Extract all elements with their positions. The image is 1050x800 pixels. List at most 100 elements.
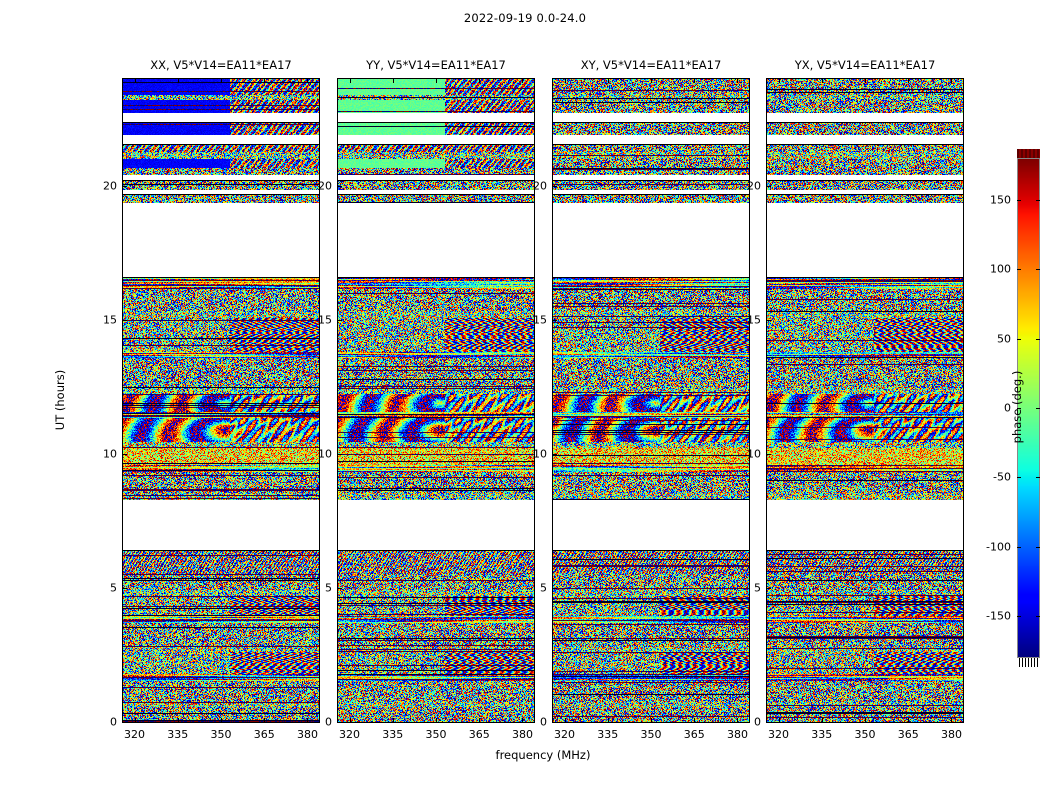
colorbar-tick-label: 50 [997,332,1011,346]
y-tick-mark [767,320,771,322]
x-tick-mark [134,79,136,83]
x-tick-label: 380 [726,728,748,741]
y-tick-mark [338,722,342,723]
x-tick-label: 380 [940,728,962,741]
colorbar-tick-label: -50 [993,470,1011,484]
x-axis-label: frequency (MHz) [495,748,591,762]
x-tick-label: 320 [768,728,790,741]
x-tick-mark [436,79,437,83]
colorbar-tick-mark [1017,477,1021,479]
y-tick-mark [123,588,127,590]
x-tick-mark [778,718,780,722]
x-tick-mark [694,718,696,722]
x-tick-label: 320 [554,728,576,741]
heatmap-panel-xx[interactable] [122,78,320,723]
panel-title-xy: XY, V5*V14=EA11*EA17 [580,58,722,72]
x-tick-mark [522,718,524,722]
y-tick-mark [553,454,557,456]
colorbar-tick-mark [1036,546,1040,548]
x-tick-label: 320 [124,728,146,741]
heatmap-panel-yx[interactable] [766,78,964,723]
x-tick-mark [651,718,652,722]
y-tick-mark [767,186,771,188]
x-tick-label: 350 [210,728,232,741]
y-tick-label: 5 [325,581,332,595]
y-tick-label: 15 [103,313,117,327]
x-tick-mark [479,79,481,83]
x-tick-mark [221,718,222,722]
x-tick-mark [264,79,266,83]
colorbar-tick-mark [1017,269,1021,271]
x-tick-mark [908,718,910,722]
y-tick-label: 20 [747,179,761,193]
colorbar-tick-mark [1017,616,1021,618]
x-tick-mark [951,79,953,83]
colorbar-tick-label: 100 [990,262,1011,276]
x-tick-mark [564,79,566,83]
panel-title-yx: YX, V5*V14=EA11*EA17 [794,58,936,72]
y-tick-mark [338,186,342,188]
x-tick-mark [951,718,953,722]
x-tick-mark [607,718,609,722]
colorbar-tick-label: 150 [990,193,1011,207]
x-tick-mark [908,79,910,83]
colorbar-tick-mark [1036,616,1040,618]
x-tick-mark [392,79,394,83]
heatmap-panel-yy[interactable] [337,78,535,723]
x-tick-label: 350 [640,728,662,741]
colorbar-tick-label: -100 [986,540,1011,554]
x-tick-label: 365 [253,728,275,741]
x-tick-mark [349,718,351,722]
y-tick-label: 10 [318,447,332,461]
x-tick-mark [865,79,866,83]
colorbar-label: phase (deg.) [1010,370,1024,444]
y-tick-label: 15 [747,313,761,327]
x-tick-label: 335 [167,728,189,741]
x-tick-label: 350 [854,728,876,741]
x-tick-label: 365 [897,728,919,741]
panel-title-xx: XX, V5*V14=EA11*EA17 [150,58,292,72]
x-tick-mark [436,718,437,722]
y-tick-label: 15 [533,313,547,327]
y-tick-mark [767,588,771,590]
colorbar-tick-mark [1017,546,1021,548]
y-tick-label: 10 [533,447,547,461]
y-tick-label: 0 [325,715,332,729]
x-tick-mark [177,718,179,722]
y-tick-label: 10 [103,447,117,461]
y-tick-mark [767,454,771,456]
y-tick-label: 20 [318,179,332,193]
colorbar-tick-mark [1036,199,1040,201]
x-tick-mark [607,79,609,83]
y-tick-label: 10 [747,447,761,461]
y-tick-label: 15 [318,313,332,327]
y-tick-label: 20 [103,179,117,193]
y-tick-mark [767,722,771,723]
x-tick-mark [865,718,866,722]
x-tick-mark [264,718,266,722]
y-tick-mark [338,454,342,456]
colorbar-tick-label: 0 [1004,401,1011,415]
x-tick-label: 335 [597,728,619,741]
x-tick-mark [177,79,179,83]
y-tick-mark [553,722,557,723]
x-tick-label: 320 [339,728,361,741]
y-tick-label: 5 [754,581,761,595]
x-tick-mark [307,79,309,83]
colorbar-tick-mark [1036,338,1040,340]
x-tick-label: 365 [468,728,490,741]
y-tick-mark [123,454,127,456]
x-tick-mark [307,718,309,722]
y-tick-mark [338,320,342,322]
panel-title-yy: YY, V5*V14=EA11*EA17 [366,58,506,72]
y-tick-mark [553,320,557,322]
x-tick-mark [651,79,652,83]
x-tick-mark [737,718,739,722]
x-tick-mark [737,79,739,83]
colorbar-over-cap [1017,149,1040,158]
y-axis-label: UT (hours) [53,369,67,430]
y-tick-mark [123,320,127,322]
heatmap-panel-xy[interactable] [552,78,750,723]
y-tick-label: 5 [110,581,117,595]
